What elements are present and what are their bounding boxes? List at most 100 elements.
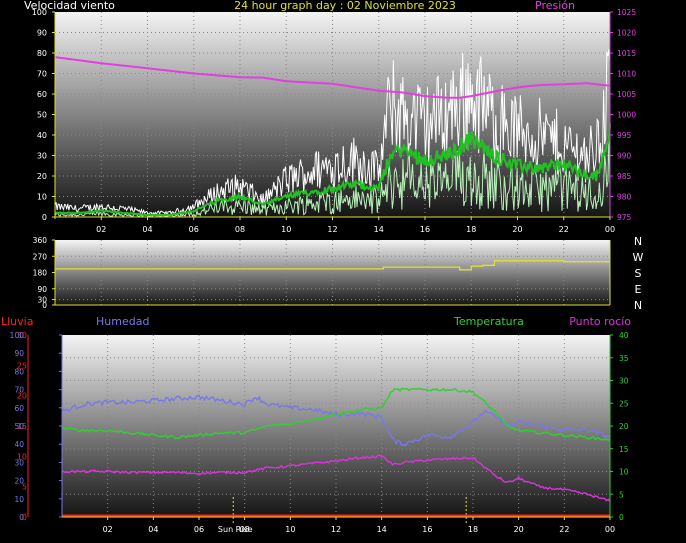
temperature-label: Temperatura bbox=[453, 315, 524, 328]
tick-label: 1000 bbox=[617, 111, 636, 120]
tick-label: 975 bbox=[617, 213, 632, 222]
tick-label: 20 bbox=[619, 422, 629, 431]
tick-label: 00 bbox=[605, 225, 615, 234]
dewpoint-label: Punto rocío bbox=[569, 315, 631, 328]
humidity-label: Humedad bbox=[96, 315, 149, 328]
tick-label: 50 bbox=[14, 422, 24, 431]
wind-pressure-plot-area bbox=[55, 12, 610, 217]
tick-label: 70 bbox=[37, 70, 47, 79]
sun-markers: Sun Rise bbox=[218, 497, 467, 534]
tick-label: 20 bbox=[512, 225, 522, 234]
tick-label: 20 bbox=[514, 525, 524, 534]
tick-label: 90 bbox=[14, 349, 24, 358]
tick-label: 980 bbox=[617, 193, 632, 202]
pressure-axis: 975 980 985 990 995 1000 1005 1010 1015 1020 1025 bbox=[609, 8, 636, 222]
tick-label: 30 bbox=[619, 377, 629, 386]
compass-letter: S bbox=[635, 267, 642, 280]
tick-label: 60 bbox=[14, 404, 24, 413]
tick-label: 20 bbox=[14, 477, 24, 486]
tick-label: 04 bbox=[148, 525, 158, 534]
compass-letter: E bbox=[635, 283, 642, 296]
wind-speed-label: Velocidad viento bbox=[24, 0, 115, 12]
pressure-label: Presión bbox=[535, 0, 575, 12]
wind-direction-axis: 030 90 180 270 360 bbox=[33, 236, 611, 310]
tick-label: 1005 bbox=[617, 90, 636, 99]
tick-label: 1020 bbox=[617, 29, 636, 38]
climate-series bbox=[61, 387, 611, 518]
tick-label: 40 bbox=[619, 331, 629, 340]
tick-label: 04 bbox=[142, 225, 152, 234]
tick-label: 10 bbox=[17, 452, 27, 461]
tick-label: 0 bbox=[19, 513, 24, 522]
tick-label: 1025 bbox=[617, 8, 636, 17]
top-time-axis: 02 04 06 08 10 12 14 16 18 20 22 00 bbox=[55, 216, 615, 234]
tick-label: 10 bbox=[619, 468, 629, 477]
compass-letter: N bbox=[634, 299, 642, 312]
tick-label: 1015 bbox=[617, 49, 636, 58]
tick-label: 40 bbox=[14, 440, 24, 449]
tick-label: 20 bbox=[37, 172, 47, 181]
chart-title: 24 hour graph day : 02 Noviembre 2023 bbox=[234, 0, 456, 12]
compass-letter: N bbox=[634, 235, 642, 248]
tick-label: 25 bbox=[17, 361, 27, 370]
tick-label: 70 bbox=[14, 386, 24, 395]
tick-label: 270 bbox=[33, 252, 48, 261]
tick-label: 18 bbox=[468, 525, 478, 534]
tick-label: 20 bbox=[17, 392, 27, 401]
tick-label: 15 bbox=[17, 422, 27, 431]
series-wind-average bbox=[54, 123, 611, 217]
tick-label: 16 bbox=[422, 525, 432, 534]
tick-label: 100 bbox=[10, 331, 25, 340]
tick-label: 30 bbox=[37, 152, 47, 161]
tick-label: 360 bbox=[33, 236, 48, 245]
tick-label: 40 bbox=[37, 131, 47, 140]
tick-label: 0 bbox=[42, 301, 47, 310]
wind-speed-axis: 0 10 20 30 40 50 60 70 80 90 100 bbox=[32, 8, 56, 222]
tick-label: 0 bbox=[619, 513, 624, 522]
series-humidity bbox=[61, 394, 611, 447]
tick-label: 990 bbox=[617, 152, 632, 161]
tick-label: 08 bbox=[240, 525, 250, 534]
tick-label: 10 bbox=[281, 225, 291, 234]
tick-label: 0 bbox=[22, 513, 27, 522]
climate-plot-area bbox=[62, 335, 610, 517]
tick-label: 985 bbox=[617, 172, 632, 181]
sunrise-label: Sun Rise bbox=[218, 525, 253, 534]
wind-direction-series bbox=[55, 260, 610, 271]
tick-label: 10 bbox=[285, 525, 295, 534]
tick-label: 30 bbox=[14, 458, 24, 467]
tick-label: 80 bbox=[37, 49, 47, 58]
tick-label: 14 bbox=[374, 225, 384, 234]
tick-label: 995 bbox=[617, 131, 632, 140]
tick-label: 5 bbox=[619, 490, 624, 499]
tick-label: 180 bbox=[33, 269, 48, 278]
temperature-axis: 0 5 10 15 20 25 30 35 40 bbox=[609, 331, 629, 522]
tick-label: 06 bbox=[189, 225, 199, 234]
tick-label: 100 bbox=[32, 8, 47, 17]
series-wind-gust bbox=[54, 49, 611, 217]
tick-label: 02 bbox=[103, 525, 113, 534]
climate-grid bbox=[62, 335, 611, 517]
tick-label: 14 bbox=[377, 525, 387, 534]
series-wind-direction bbox=[55, 260, 610, 271]
tick-label: 10 bbox=[37, 193, 47, 202]
rain-label: Lluvia bbox=[1, 315, 33, 328]
tick-label: 12 bbox=[327, 225, 337, 234]
tick-label: 25 bbox=[619, 399, 629, 408]
tick-label: 80 bbox=[14, 367, 24, 376]
series-temperature bbox=[61, 387, 611, 442]
tick-label: 18 bbox=[466, 225, 476, 234]
tick-label: 08 bbox=[235, 225, 245, 234]
tick-label: 22 bbox=[559, 525, 569, 534]
tick-label: 35 bbox=[619, 354, 629, 363]
tick-label: 90 bbox=[37, 285, 47, 294]
tick-label: 10 bbox=[14, 495, 24, 504]
tick-label: 50 bbox=[37, 111, 47, 120]
tick-label: 15 bbox=[619, 445, 629, 454]
tick-label: 5 bbox=[22, 483, 27, 492]
tick-label: 00 bbox=[605, 525, 615, 534]
wind-pressure-grid bbox=[55, 12, 611, 217]
compass-letters: N W S E N bbox=[633, 235, 644, 312]
tick-label: 02 bbox=[96, 225, 106, 234]
